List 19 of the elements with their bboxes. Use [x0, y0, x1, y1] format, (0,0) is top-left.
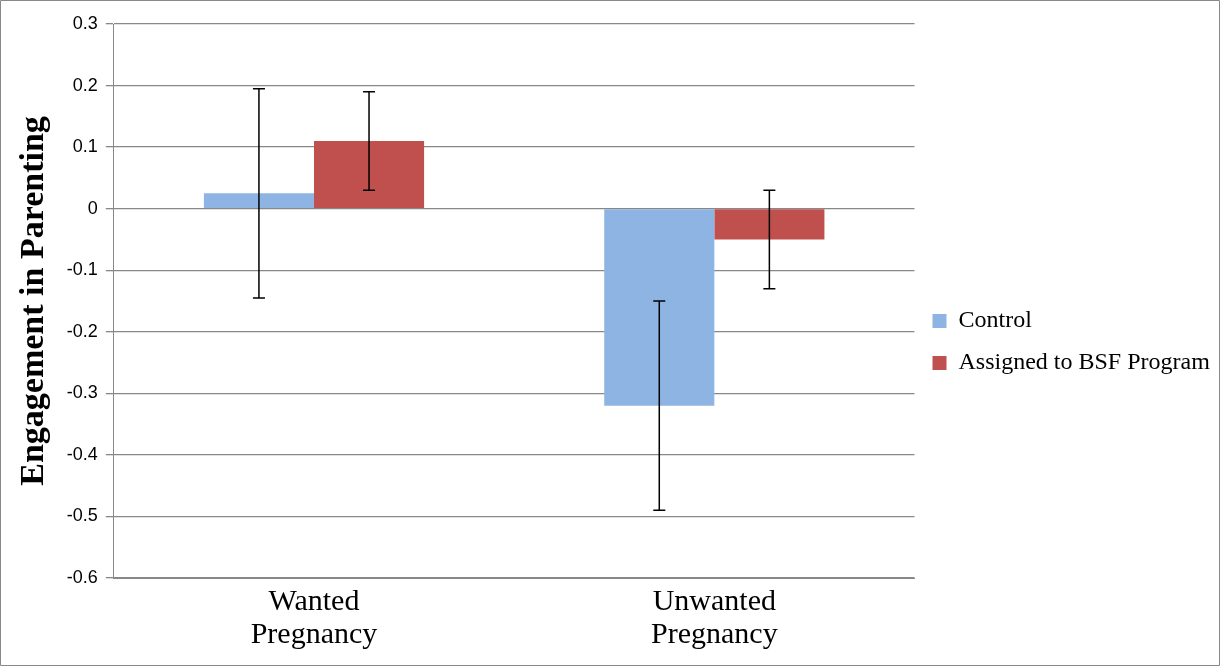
y-tick-label: -0.6 [66, 566, 98, 587]
y-tick-label: -0.1 [66, 259, 98, 280]
y-tick-label: 0 [87, 197, 98, 218]
y-tick-label: -0.2 [66, 320, 98, 341]
legend-label: Control [958, 306, 1033, 333]
y-tick-label: 0.2 [72, 74, 98, 95]
y-tick-label: 0.3 [72, 12, 98, 33]
y-tick-label: -0.5 [66, 505, 98, 526]
x-tick-label: Unwanted Pregnancy [651, 583, 778, 650]
x-tick-label: Wanted Pregnancy [250, 583, 378, 650]
legend-label: Assigned to BSF Program [958, 348, 1211, 375]
y-axis-title: Engagement in Parenting [13, 116, 51, 486]
bar [203, 193, 314, 209]
y-tick-label: -0.4 [66, 443, 98, 464]
y-tick-label: 0.1 [72, 136, 98, 157]
bar [604, 209, 715, 406]
bar [714, 209, 825, 240]
bar [313, 140, 425, 209]
y-tick-label: -0.3 [66, 382, 98, 403]
